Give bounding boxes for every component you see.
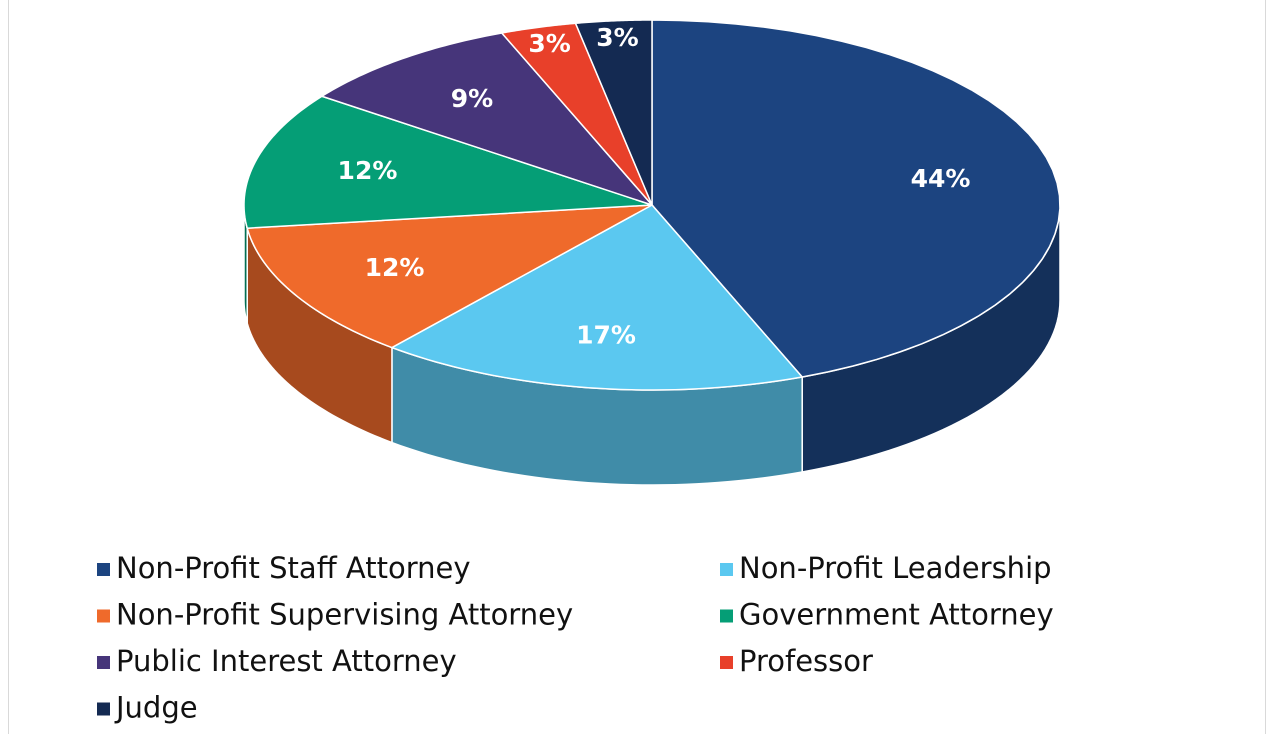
pie-slice [246,204,653,349]
data-labels: 44% 17% 12% 12% 9% 3% 3% [338,23,971,349]
legend-label: Professor [739,644,873,678]
legend-label: Judge [114,691,198,725]
data-label: 12% [365,253,425,282]
pie-slice [390,204,804,391]
legend: Non-Profit Staff Attorney Non-Profit Lead… [97,551,1054,725]
pie-tops [243,19,1061,391]
data-label: 3% [596,23,638,52]
data-label: 9% [451,84,493,113]
pie-slice [500,22,653,206]
legend-label: Government Attorney [739,598,1054,632]
legend-swatch [97,702,110,716]
legend-label: Non-Profit Leadership [739,551,1052,585]
legend-label: Non-Profit Supervising Attorney [116,598,573,632]
data-label: 12% [338,156,398,185]
legend-swatch [97,563,110,576]
legend-label: Non-Profit Staff Attorney [116,551,471,585]
pie-sides [243,204,1061,486]
data-label: 17% [576,321,636,350]
legend-swatch [97,656,110,669]
legend-label: Public Interest Attorney [116,644,457,678]
legend-swatch [720,609,733,623]
pie-slice [320,32,655,207]
pie-slice [243,95,653,229]
legend-swatch [97,609,110,623]
pie-slice [574,19,653,206]
legend-swatch [720,656,733,669]
data-label: 44% [911,164,971,193]
legend-swatch [720,563,733,576]
data-label: 3% [528,29,570,58]
pie-slice [651,19,1061,378]
